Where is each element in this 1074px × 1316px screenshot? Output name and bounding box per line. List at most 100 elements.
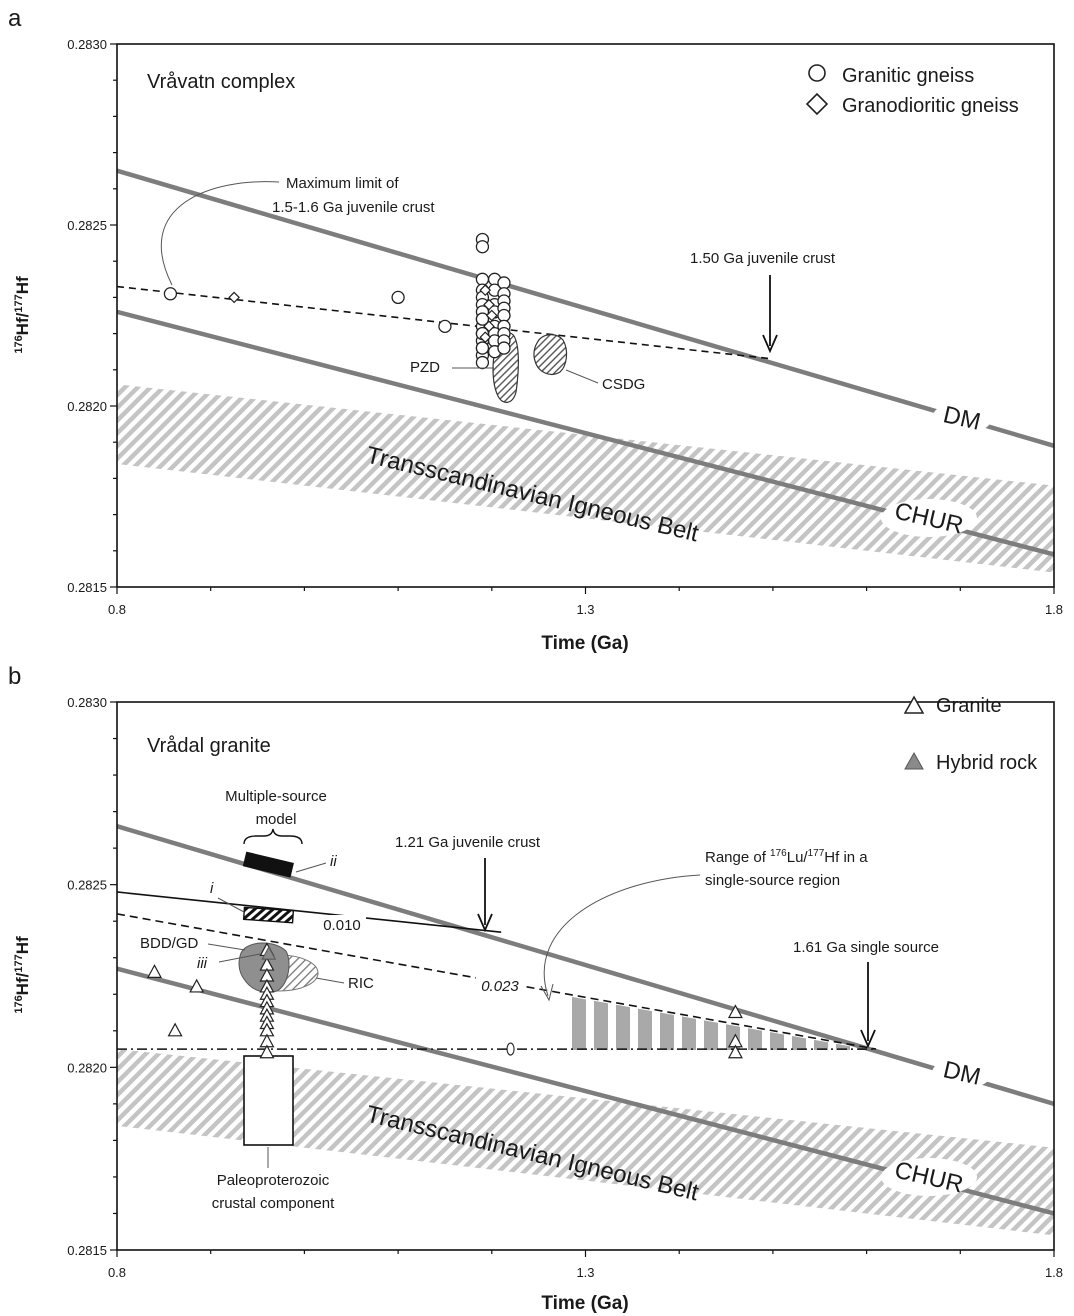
y-tick-label: 0.2820	[67, 399, 107, 414]
annotation-lu-range-line2: single-source region	[705, 872, 840, 889]
annotation-1-21-ga: 1.21 Ga juvenile crust	[395, 834, 541, 933]
annotation-multiple-source: Multiple-source model	[225, 788, 327, 845]
label-i-text: i	[210, 880, 214, 897]
model-i-bar	[242, 906, 295, 924]
annotation-1-50-ga-text: 1.50 Ga juvenile crust	[690, 250, 836, 267]
label-bdd-gd-text: BDD/GD	[140, 935, 199, 952]
point-granitic-gneiss	[163, 287, 178, 301]
y-axis-end-a: Hf	[13, 276, 32, 294]
label-ii: ii	[295, 853, 337, 873]
annotation-1-21-ga-text: 1.21 Ga juvenile crust	[395, 834, 541, 851]
point-granitic-gneiss	[475, 355, 490, 370]
y-axis-sup2-a: 177	[13, 294, 25, 312]
tib-band-b	[117, 1049, 1054, 1236]
x-axis-label-b: Time (Ga)	[541, 1293, 628, 1314]
annotation-lu-range-line1: Range of 176Lu/177Hf in a	[705, 848, 868, 866]
y-tick-label: 0.2830	[67, 695, 107, 710]
x-tick-label: 1.3	[576, 1265, 594, 1280]
point-granodioritic-gneiss	[485, 309, 498, 322]
y-axis-sup1-b: 176	[13, 995, 25, 1013]
label-ii-text: ii	[330, 853, 337, 870]
x-tick-label: 1.3	[576, 602, 594, 617]
annotation-max-limit: Maximum limit of 1.5-1.6 Ga juvenile cru…	[160, 175, 435, 286]
csdg-field	[533, 334, 568, 375]
label-iii-text: iii	[197, 955, 208, 972]
point-granitic-gneiss	[497, 308, 511, 323]
label-paleoproterozoic: Paleoproterozoic crustal component	[212, 1147, 335, 1212]
y-tick-label: 0.2815	[67, 580, 107, 595]
y-tick-label: 0.2825	[67, 878, 107, 893]
legend-label-granodioritic-gneiss: Granodioritic gneiss	[842, 95, 1019, 117]
data-points-a	[163, 232, 511, 370]
x-tick-label: 1.8	[1045, 602, 1063, 617]
label-i: i	[210, 880, 245, 913]
point-granitic-gneiss	[475, 240, 490, 254]
legend-b: Granite Hybrid rock	[903, 695, 1038, 774]
tib-band-area	[117, 1049, 1054, 1236]
y-tick-label: 0.2825	[67, 218, 107, 233]
legend-label-hybrid-rock: Hybrid rock	[936, 752, 1038, 774]
legend-a: Granitic gneiss Granodioritic gneiss	[805, 64, 1019, 117]
point-granitic-gneiss	[438, 319, 452, 334]
point-granite	[189, 978, 205, 993]
y-axis-sup1-a: 176	[13, 335, 25, 353]
dm-line	[116, 168, 1055, 448]
legend-label-granite: Granite	[936, 695, 1002, 717]
point-ellipse-marker	[506, 1042, 515, 1056]
chur-label-b: CHUR	[881, 1157, 977, 1198]
dm-label-a: DM	[932, 401, 992, 436]
lu-hf-0-023-line	[116, 913, 877, 1050]
annotation-multiple-source-line2: model	[256, 811, 297, 828]
single-source-region	[567, 996, 871, 1050]
point-granite	[146, 964, 162, 978]
point-granitic-gneiss	[391, 290, 405, 305]
tib-band-area	[117, 384, 1054, 573]
chart-title-a: Vråvatn complex	[147, 71, 295, 93]
y-axis-label-a: 176Hf/177Hf	[13, 276, 32, 354]
paleoproterozoic-box	[243, 1055, 294, 1146]
annotation-max-limit-line2: 1.5-1.6 Ga juvenile crust	[272, 199, 435, 216]
point-granite	[167, 1022, 183, 1037]
annotation-lu-range-mid: Lu/	[787, 849, 809, 866]
label-paleoproterozoic-line2: crustal component	[212, 1195, 335, 1212]
y-axis-main-b: Hf/	[13, 972, 32, 995]
annotation-max-limit-line1: Maximum limit of	[286, 175, 399, 192]
point-granite	[259, 1044, 275, 1059]
annotation-pzd-text: PZD	[410, 359, 440, 376]
dm-label-b: DM	[932, 1056, 992, 1091]
legend-label-granitic-gneiss: Granitic gneiss	[842, 65, 974, 87]
brace	[243, 828, 303, 845]
label-0-023-text: 0.023	[481, 978, 519, 995]
y-axis-end-b: Hf	[13, 936, 32, 954]
point-granitic-gneiss	[497, 276, 511, 290]
panel-b-label: b	[8, 663, 21, 690]
label-paleoproterozoic-line1: Paleoproterozoic	[217, 1172, 330, 1189]
legend-diamond-marker	[805, 92, 829, 116]
x-axis-label-a: Time (Ga)	[541, 633, 628, 654]
point-granitic-gneiss	[475, 341, 490, 355]
annotation-1-61-ga-text: 1.61 Ga single source	[793, 939, 939, 956]
point-granitic-gneiss	[497, 341, 511, 355]
point-granodioritic-gneiss	[228, 291, 240, 304]
lu-hf-0-010-line	[116, 891, 502, 933]
y-axis-main-a: Hf/	[13, 312, 32, 335]
x-tick-label: 1.8	[1045, 1265, 1063, 1280]
annotation-lu-range: Range of 176Lu/177Hf in a single-source …	[540, 848, 868, 1002]
y-axis-label-b: 176Hf/177Hf	[13, 936, 32, 1014]
point-granitic-gneiss	[475, 312, 490, 326]
annotation-csdg-text: CSDG	[602, 376, 645, 393]
label-iii: iii	[197, 953, 261, 972]
chur-label-a: CHUR	[881, 498, 977, 539]
tib-band-a	[117, 384, 1054, 573]
annotation-lu-range-sup2: 177	[808, 848, 825, 859]
label-bdd-gd: BDD/GD	[140, 935, 246, 952]
y-tick-label: 0.2815	[67, 1243, 107, 1258]
chart-title-b: Vrådal granite	[147, 735, 271, 757]
point-hybrid-rock	[261, 946, 277, 960]
y-tick-label: 0.2820	[67, 1060, 107, 1075]
label-0-010-text: 0.010	[323, 917, 361, 934]
annotation-multiple-source-line1: Multiple-source	[225, 788, 327, 805]
x-tick-label: 0.8	[108, 1265, 126, 1280]
